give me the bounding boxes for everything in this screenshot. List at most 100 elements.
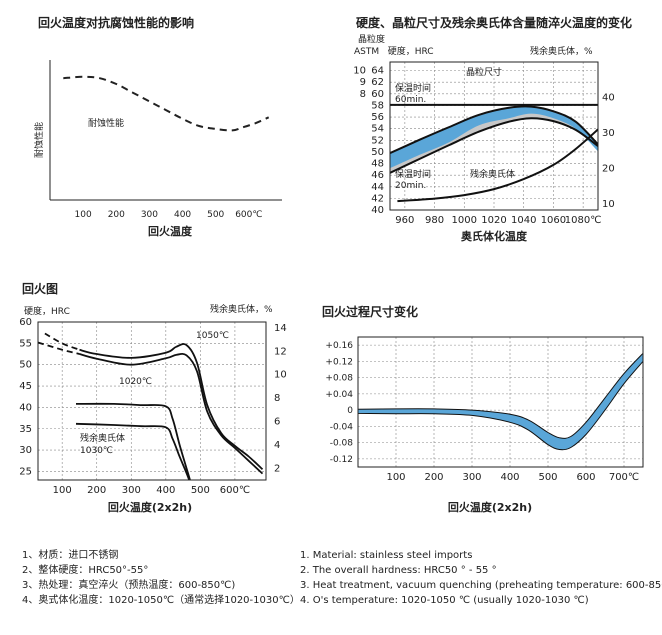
chart2-y2-ticks: 10 20 30 40 (602, 92, 615, 209)
note-cn-1: 1、材质：进口不锈钢 (22, 550, 119, 561)
chart3-y2-tick-label: 4 (274, 440, 280, 451)
chart3-ylabel-left: 硬度，HRC (24, 305, 70, 317)
chart3-y-tick-label: 45 (19, 381, 32, 392)
chart3-y-tick-label: 60 (19, 317, 32, 328)
chart3-line-1020-dashed (38, 341, 80, 355)
chart2-y-tick-label: 56 (371, 112, 384, 123)
chart2-frame (389, 61, 599, 211)
chart4-grid (358, 337, 643, 467)
chart2-line-20min (390, 117, 598, 174)
chart2-x-tick-label: 1020 (481, 215, 506, 226)
chart3-annot-ra2: 1030℃ (80, 446, 113, 456)
chart2-y-tick-label: 48 (371, 159, 384, 170)
chart1-ylabel: 耐蚀性能 (33, 122, 45, 158)
chart4-x-tick-label: 700℃ (609, 472, 639, 483)
chart2-ylabel-right: 残余奥氏体，% (530, 45, 593, 57)
note-cn-2: 2、整体硬度：HRC50°-55° (22, 565, 149, 576)
chart2-annot-hold20b: 20min. (395, 181, 426, 191)
chart3-x-ticks: 100 200 300 400 500 600℃ (53, 485, 250, 496)
chart3-x-tick-label: 200 (87, 485, 106, 496)
chart1-title: 回火温度对抗腐蚀性能的影响 (38, 16, 195, 30)
chart3-y2-tick-label: 8 (274, 393, 280, 404)
note-en-3: 3. Heat treatment, vacuum quenching (pre… (300, 580, 662, 591)
chart2-y2-tick-label: 10 (602, 199, 615, 210)
chart4-y-tick-label: -0.08 (330, 439, 354, 449)
chart2-y-tick-label: 62 (371, 77, 384, 88)
chart4-y-tick-label: +0.12 (325, 357, 353, 367)
chart1-x-tick-label: 300 (141, 210, 158, 220)
note-en-1: 1. Material: stainless steel imports (300, 550, 473, 561)
chart4-y-tick-label: -0.12 (330, 455, 353, 465)
chart1-series-label: 耐蚀性能 (88, 117, 124, 129)
chart2-y2-tick-label: 30 (602, 128, 615, 139)
chart2-x-tick-label: 1080℃ (565, 215, 602, 226)
chart2-line-60min (390, 105, 598, 155)
chart4-xlabel: 回火温度(2x2h) (448, 500, 532, 514)
chart2-line-retained (397, 128, 598, 203)
chart4-x-tick-label: 500 (538, 472, 557, 483)
chart3-y2-tick-label: 6 (274, 416, 280, 427)
chart4-y-tick-label: 0 (347, 406, 353, 416)
chart3-y2-tick-label: 10 (274, 370, 287, 381)
chart3-x-tick-label: 100 (53, 485, 72, 496)
chart2-annot-hold60b: 60min. (395, 95, 426, 105)
chart2-y-tick-label: 52 (371, 135, 384, 146)
chart2-y-tick-label: 46 (371, 170, 384, 181)
chart2-y-tick-label: 60 (371, 89, 384, 100)
notes-en: 1. Material: stainless steel imports 2. … (300, 548, 662, 608)
chart3-x-tick-label: 300 (122, 485, 141, 496)
chart3-line-1020 (79, 352, 264, 475)
chart1-corrosion: 耐蚀性能 耐蚀性能 100 200 300 400 500 600℃ 回火温度 (33, 60, 282, 238)
chart1-x-ticks: 100 200 300 400 500 600℃ (75, 210, 263, 220)
chart4-title: 回火过程尺寸变化 (322, 305, 419, 319)
chart4-y-ticks: +0.16 +0.12 +0.08 +0.04 0 -0.04 -0.08 -0.12 (325, 341, 353, 465)
chart2-y-tick-label: 54 (371, 124, 384, 135)
chart2-grain-tick-label: 9 (360, 77, 366, 88)
note-en-2: 2. The overall hardness: HRC50 ° - 55 ° (300, 565, 497, 576)
chart2-annot-retained: 残余奥氏体 (470, 168, 515, 180)
chart3-ylabel-right: 残余奥氏体，% (210, 303, 273, 315)
chart4-x-tick-label: 600 (576, 472, 595, 483)
chart3-y-tick-label: 40 (19, 402, 32, 413)
chart3-tempering: 25 30 35 40 45 50 55 60 2 4 6 8 10 12 14 100 200 300 400… (19, 303, 286, 514)
chart3-y-tick-label: 30 (19, 445, 32, 456)
charts-canvas: 耐蚀性能 耐蚀性能 100 200 300 400 500 600℃ 回火温度 40424… (19, 33, 644, 514)
chart2-annot-hold20: 保温时间 (395, 168, 431, 180)
chart2-x-tick-label: 960 (395, 215, 414, 226)
chart4-x-tick-label: 200 (424, 472, 443, 483)
chart3-y-tick-label: 55 (19, 338, 32, 349)
chart4-y-tick-label: +0.08 (325, 374, 353, 384)
chart2-y2-tick-label: 40 (602, 92, 615, 103)
chart3-y2-tick-label: 12 (274, 346, 287, 357)
chart4-y-tick-label: +0.16 (325, 341, 353, 351)
chart3-annot-1020: 1020℃ (119, 377, 152, 387)
chart1-x-tick-label: 100 (75, 210, 92, 220)
chart3-x-tick-label: 500 (191, 485, 210, 496)
chart1-x-tick-label: 600℃ (235, 210, 262, 220)
chart1-xlabel: 回火温度 (148, 224, 193, 238)
chart3-line-1050 (79, 343, 264, 470)
chart2-y-tick-label: 64 (371, 66, 384, 77)
chart2-y-tick-label: 44 (371, 182, 384, 193)
chart1-x-tick-label: 500 (207, 210, 224, 220)
chart2-y-tick-label: 58 (371, 100, 384, 111)
chart3-y-tick-label: 50 (19, 360, 32, 371)
chart3-y-tick-label: 35 (19, 424, 32, 435)
chart1-line-corrosion (63, 75, 270, 132)
chart3-annot-1050: 1050℃ (196, 331, 229, 341)
note-cn-3: 3、热处理：真空淬火（预热温度：600-850℃) (22, 580, 236, 591)
chart3-y2-ticks: 2 4 6 8 10 12 14 (274, 323, 287, 474)
chart3-y-tick-label: 25 (19, 466, 32, 477)
chart2-ylabel-left: ASTM 硬度，HRC (354, 45, 434, 57)
chart3-annot-ra1: 残余奥氏体 (80, 432, 125, 444)
chart2-grain-tick-label: 8 (360, 89, 366, 100)
chart3-line-retained-lower (75, 422, 191, 480)
chart2-x-tick-label: 1000 (452, 215, 477, 226)
chart3-x-tick-label: 600℃ (220, 485, 250, 496)
chart3-y2-tick-label: 14 (274, 323, 287, 334)
note-cn-4: 4、奥式体化温度：1020-1050℃（通常选择1020-1030℃） (22, 595, 300, 606)
chart4-x-tick-label: 400 (500, 472, 519, 483)
chart3-xlabel: 回火温度(2x2h) (108, 500, 192, 514)
